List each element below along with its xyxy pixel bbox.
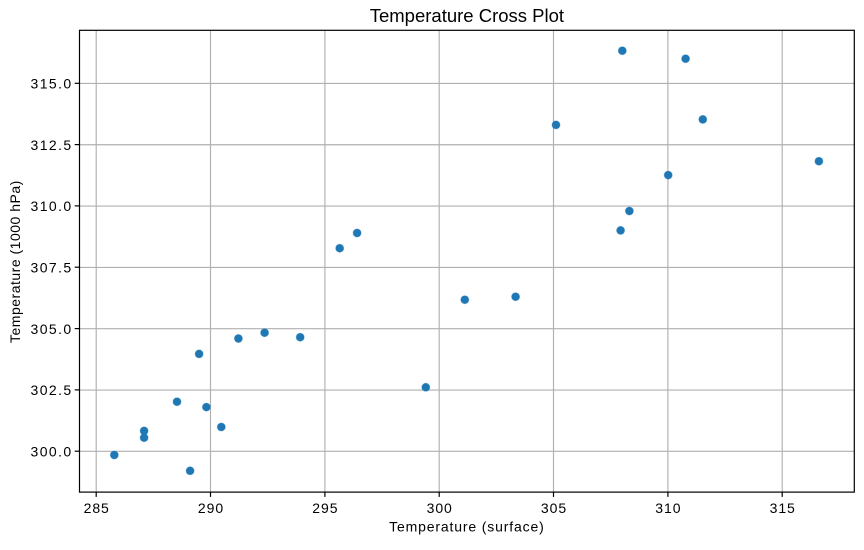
svg-text:302.5: 302.5 [31, 382, 73, 398]
svg-text:300: 300 [427, 500, 453, 516]
svg-text:310.0: 310.0 [31, 198, 73, 214]
svg-text:305.0: 305.0 [31, 321, 73, 337]
svg-text:315: 315 [770, 500, 796, 516]
svg-text:285: 285 [84, 500, 110, 516]
svg-text:Temperature (surface): Temperature (surface) [389, 519, 545, 535]
svg-text:300.0: 300.0 [31, 444, 73, 460]
svg-text:315.0: 315.0 [31, 76, 73, 92]
svg-text:Temperature Cross Plot: Temperature Cross Plot [370, 5, 564, 26]
svg-text:Temperature (1000 hPa): Temperature (1000 hPa) [7, 180, 23, 343]
svg-text:290: 290 [198, 500, 224, 516]
svg-text:307.5: 307.5 [31, 260, 73, 276]
svg-text:312.5: 312.5 [31, 137, 73, 153]
svg-text:305: 305 [541, 500, 567, 516]
svg-text:295: 295 [312, 500, 338, 516]
svg-text:310: 310 [655, 500, 681, 516]
